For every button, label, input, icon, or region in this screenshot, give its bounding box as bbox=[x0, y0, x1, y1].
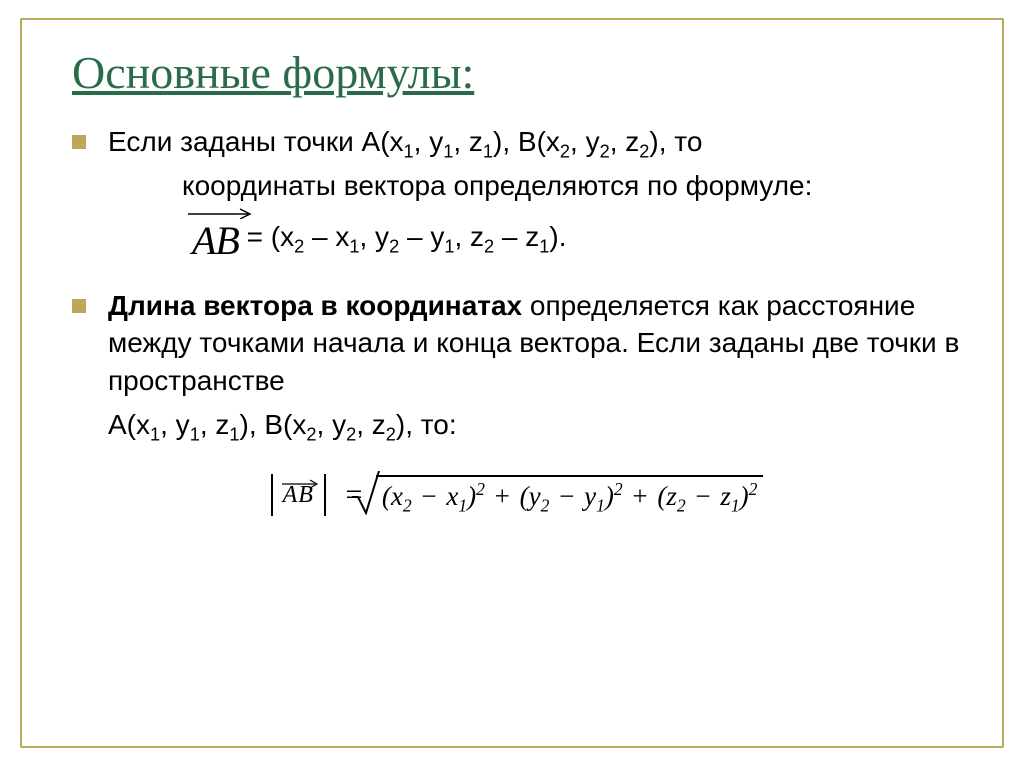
b2-s4: 2 bbox=[306, 425, 316, 445]
b1-sub-4: 2 bbox=[560, 142, 570, 162]
exp2: 2 bbox=[614, 479, 623, 499]
b2-t7: ), то: bbox=[396, 409, 457, 440]
vector-length-formula: AB = (x2 − x1)2 + (y2 − y1)2 + (z2 − z1)… bbox=[72, 474, 962, 516]
t1sa: 2 bbox=[403, 496, 412, 516]
exp3: 2 bbox=[749, 479, 758, 499]
t2sa: 2 bbox=[541, 496, 550, 516]
t3sa: 2 bbox=[677, 496, 686, 516]
radicand: (x2 − x1)2 + (y2 − y1)2 + (z2 − z1)2 bbox=[376, 475, 764, 514]
b2-t6: , z bbox=[356, 409, 386, 440]
b2-points-line: A(x1, y1, z1), B(x2, y2, z2), то: bbox=[72, 406, 962, 444]
f1-p3: , y bbox=[360, 221, 390, 252]
sqrt-expression: (x2 − x1)2 + (y2 − y1)2 + (z2 − z1)2 bbox=[376, 475, 764, 514]
b2-s5: 2 bbox=[346, 425, 356, 445]
t1b: x bbox=[446, 481, 458, 511]
slide-title: Основные формулы: bbox=[72, 46, 962, 99]
vector-ab-symbol: AB bbox=[192, 213, 239, 269]
t3a: z bbox=[666, 481, 677, 511]
vector-coords-formula: AB = (x2 – x1, y2 – y1, z2 – z1). bbox=[72, 213, 962, 269]
b1-sub-3: 1 bbox=[483, 142, 493, 162]
b2-t2: , y bbox=[160, 409, 190, 440]
slide: Основные формулы: Если заданы точки A(x1… bbox=[0, 0, 1024, 768]
content-frame: Основные формулы: Если заданы точки A(x1… bbox=[20, 18, 1004, 748]
bullet-list-2: Длина вектора в координатах определяется… bbox=[72, 287, 962, 400]
f1-s2: 1 bbox=[349, 236, 359, 256]
f1-p5: , z bbox=[454, 221, 484, 252]
b1-text-7: ), то bbox=[649, 126, 702, 157]
vector-arrow-icon bbox=[186, 207, 256, 219]
b1-text-2: , y bbox=[414, 126, 444, 157]
f1-p7: ). bbox=[549, 221, 566, 252]
minus-1: − bbox=[415, 481, 444, 511]
vector-ab-label: AB bbox=[192, 218, 239, 263]
b1-sub-5: 2 bbox=[600, 142, 610, 162]
b2-s1: 1 bbox=[150, 425, 160, 445]
t3b: z bbox=[720, 481, 731, 511]
f1-s5: 2 bbox=[484, 236, 494, 256]
b1-text-4: ), B(x bbox=[493, 126, 560, 157]
b1-sub-6: 2 bbox=[639, 142, 649, 162]
b1-text-3: , z bbox=[453, 126, 483, 157]
b2-s6: 2 bbox=[386, 425, 396, 445]
t3sb: 1 bbox=[731, 496, 740, 516]
f1-p2: – x bbox=[304, 221, 349, 252]
f1-p4: – y bbox=[399, 221, 444, 252]
t2sb: 1 bbox=[596, 496, 605, 516]
b2-t3: , z bbox=[200, 409, 230, 440]
bullet-item-1: Если заданы точки A(x1, y1, z1), B(x2, y… bbox=[72, 123, 962, 161]
exp1: 2 bbox=[476, 479, 485, 499]
plus-1: + bbox=[488, 481, 517, 511]
b2-s3: 1 bbox=[229, 425, 239, 445]
minus-2: − bbox=[552, 481, 581, 511]
b2-t5: , y bbox=[317, 409, 347, 440]
b1-text-5: , y bbox=[570, 126, 600, 157]
f1-s4: 1 bbox=[444, 236, 454, 256]
plus-2: + bbox=[626, 481, 655, 511]
f1-s3: 2 bbox=[389, 236, 399, 256]
small-vector-arrow-icon bbox=[281, 478, 321, 488]
b1-sub-2: 1 bbox=[443, 142, 453, 162]
bullet-item-2: Длина вектора в координатах определяется… bbox=[72, 287, 962, 400]
minus-3: − bbox=[689, 481, 718, 511]
t1sb: 1 bbox=[458, 496, 467, 516]
f1-p1: = (x bbox=[239, 221, 294, 252]
f1-s6: 1 bbox=[539, 236, 549, 256]
small-vector-ab: AB bbox=[283, 482, 314, 509]
b2-s2: 1 bbox=[190, 425, 200, 445]
b1-line2: координаты вектора определяются по форму… bbox=[72, 167, 962, 205]
b2-bold: Длина вектора в координатах bbox=[108, 290, 522, 321]
b1-text-6: , z bbox=[610, 126, 640, 157]
t1a: x bbox=[391, 481, 403, 511]
t2b: y bbox=[584, 481, 596, 511]
b1-sub-1: 1 bbox=[404, 142, 414, 162]
abs-brackets: AB bbox=[271, 474, 326, 516]
bullet-list: Если заданы точки A(x1, y1, z1), B(x2, y… bbox=[72, 123, 962, 161]
t2a: y bbox=[529, 481, 541, 511]
b2-t4: ), B(x bbox=[240, 409, 307, 440]
radical-icon bbox=[352, 471, 380, 515]
f1-p6: – z bbox=[494, 221, 539, 252]
b2-t1: A(x bbox=[108, 409, 150, 440]
b1-text-1: Если заданы точки A(x bbox=[108, 126, 404, 157]
f1-s1: 2 bbox=[294, 236, 304, 256]
